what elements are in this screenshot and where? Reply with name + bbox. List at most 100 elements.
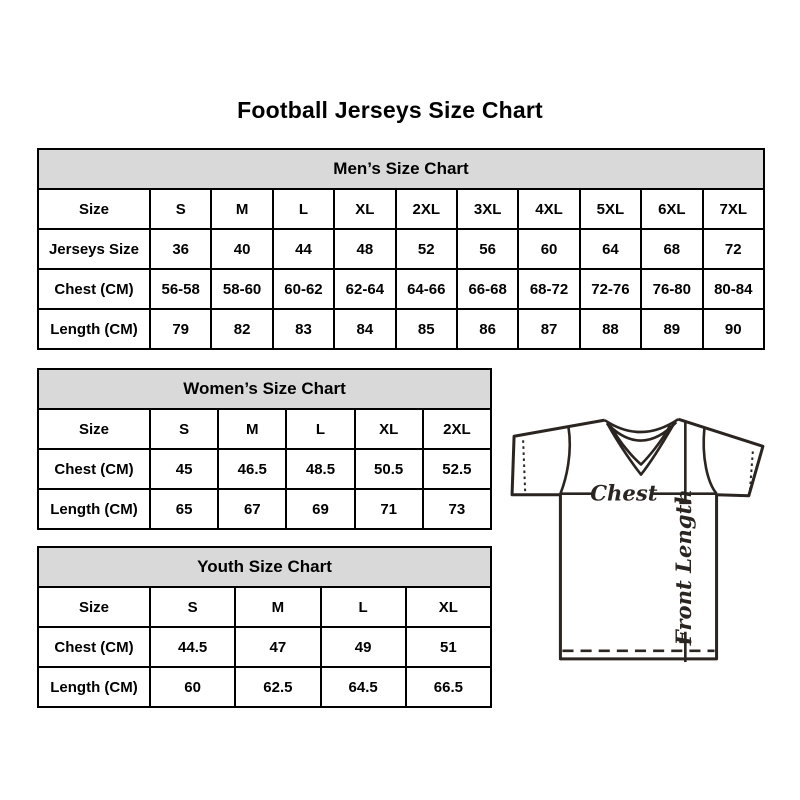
table-cell: 72-76 xyxy=(578,268,643,310)
table-cell: 72 xyxy=(701,228,766,270)
youth-size-table: Youth Size Chart Size S M L XL Chest (CM) 44.5 4… xyxy=(37,546,493,708)
table-cell: L xyxy=(285,408,356,450)
table-cell: 60-62 xyxy=(271,268,336,310)
v-neck-outer xyxy=(606,422,676,476)
table-cell: XL xyxy=(353,408,424,450)
table-cell: L xyxy=(319,586,407,628)
table-cell: 64-66 xyxy=(394,268,458,310)
table-cell: 56-58 xyxy=(148,268,213,310)
table-cell: 76-80 xyxy=(640,268,704,310)
table-cell: M xyxy=(210,188,274,230)
table-cell: 68-72 xyxy=(517,268,581,310)
table-cell: 48.5 xyxy=(285,448,356,490)
table-cell: 56 xyxy=(455,228,520,270)
table-cell: 52 xyxy=(394,228,458,270)
table-cell: 65 xyxy=(148,488,220,530)
row-label: Size xyxy=(37,586,151,628)
table-cell: 64.5 xyxy=(319,666,407,708)
table-cell: 48 xyxy=(333,228,397,270)
table-cell: 44 xyxy=(271,228,336,270)
row-label: Length (CM) xyxy=(37,666,151,708)
table-cell: 66.5 xyxy=(404,666,493,708)
page-title: Football Jerseys Size Chart xyxy=(237,97,543,123)
table-cell: S xyxy=(148,586,237,628)
left-cuff-stitch xyxy=(522,440,527,492)
table-cell: 88 xyxy=(578,308,643,350)
right-sleeve-seam xyxy=(702,427,718,495)
row-label: Length (CM) xyxy=(37,488,151,530)
womens-size-table: Women’s Size Chart Size S M L XL 2XL Chest (CM)… xyxy=(37,368,493,530)
table-row: Size S M L XL xyxy=(37,586,493,628)
table-cell: 40 xyxy=(210,228,274,270)
table-cell: 89 xyxy=(640,308,704,350)
table-row: Chest (CM) 44.5 47 49 51 xyxy=(37,626,493,668)
table-cell: 6XL xyxy=(640,188,704,230)
table-cell: XL xyxy=(333,188,397,230)
table-cell: 52.5 xyxy=(421,448,493,490)
table-title: Women’s Size Chart xyxy=(37,368,492,410)
table-cell: 7XL xyxy=(701,188,766,230)
table-cell: 67 xyxy=(217,488,288,530)
mens-size-table: Men’s Size Chart Size S M L XL 2XL 3XL 4XL 5XL 6XL… xyxy=(37,148,766,350)
table-header-row: Youth Size Chart xyxy=(37,546,492,588)
table-cell: 62-64 xyxy=(333,268,397,310)
table-cell: 58-60 xyxy=(210,268,274,310)
table-cell: 5XL xyxy=(578,188,643,230)
row-label: Size xyxy=(37,408,151,450)
table-cell: 66-68 xyxy=(455,268,520,310)
table-cell: XL xyxy=(404,586,493,628)
table-cell: M xyxy=(234,586,322,628)
table-cell: 36 xyxy=(148,228,213,270)
table-cell: 83 xyxy=(271,308,336,350)
table-row: Jerseys Size 36 40 44 48 52 56 60 64 68 72 xyxy=(37,228,766,270)
table-cell: 47 xyxy=(234,626,322,668)
table-cell: 2XL xyxy=(394,188,458,230)
table-cell: 87 xyxy=(517,308,581,350)
table-cell: 73 xyxy=(421,488,493,530)
right-cuff-stitch xyxy=(748,451,754,493)
table-cell: 90 xyxy=(701,308,766,350)
table-row: Chest (CM) 45 46.5 48.5 50.5 52.5 xyxy=(37,448,493,490)
table-cell: 86 xyxy=(455,308,520,350)
collar-back-arc xyxy=(604,418,680,434)
row-label: Chest (CM) xyxy=(37,448,151,490)
front-length-line xyxy=(679,422,692,662)
table-cell: 44.5 xyxy=(148,626,237,668)
jersey-outline xyxy=(510,417,765,661)
table-cell: 4XL xyxy=(517,188,581,230)
table-cell: 60 xyxy=(148,666,237,708)
table-row: Length (CM) 65 67 69 71 73 xyxy=(37,488,493,530)
table-row: Size S M L XL 2XL 3XL 4XL 5XL 6XL 7XL xyxy=(37,188,766,230)
table-cell: 71 xyxy=(353,488,424,530)
table-cell: 3XL xyxy=(455,188,520,230)
table-header-row: Men’s Size Chart xyxy=(37,148,765,190)
table-cell: S xyxy=(148,408,220,450)
row-label: Size xyxy=(37,188,151,230)
row-label: Chest (CM) xyxy=(37,626,151,668)
table-cell: 46.5 xyxy=(217,448,288,490)
table-row: Chest (CM) 56-58 58-60 60-62 62-64 64-66 66-68… xyxy=(37,268,766,310)
table-cell: 84 xyxy=(333,308,397,350)
table-cell: L xyxy=(271,188,336,230)
table-cell: 2XL xyxy=(421,408,493,450)
table-cell: 85 xyxy=(394,308,458,350)
table-cell: 69 xyxy=(285,488,356,530)
table-cell: 80-84 xyxy=(701,268,766,310)
table-cell: 51 xyxy=(404,626,493,668)
table-row: Length (CM) 60 62.5 64.5 66.5 xyxy=(37,666,493,708)
row-label: Jerseys Size xyxy=(37,228,151,270)
chest-label: Chest xyxy=(590,481,658,506)
jersey-measurement-diagram: Chest Front Length xyxy=(510,417,765,662)
table-cell: 64 xyxy=(578,228,643,270)
left-sleeve-seam xyxy=(559,427,572,495)
table-cell: 45 xyxy=(148,448,220,490)
table-cell: 50.5 xyxy=(353,448,424,490)
front-length-label: Front Length xyxy=(671,489,696,646)
table-cell: 82 xyxy=(210,308,274,350)
table-title: Men’s Size Chart xyxy=(37,148,765,190)
table-title: Youth Size Chart xyxy=(37,546,492,588)
table-cell: 79 xyxy=(148,308,213,350)
row-label: Chest (CM) xyxy=(37,268,151,310)
table-cell: 68 xyxy=(640,228,704,270)
